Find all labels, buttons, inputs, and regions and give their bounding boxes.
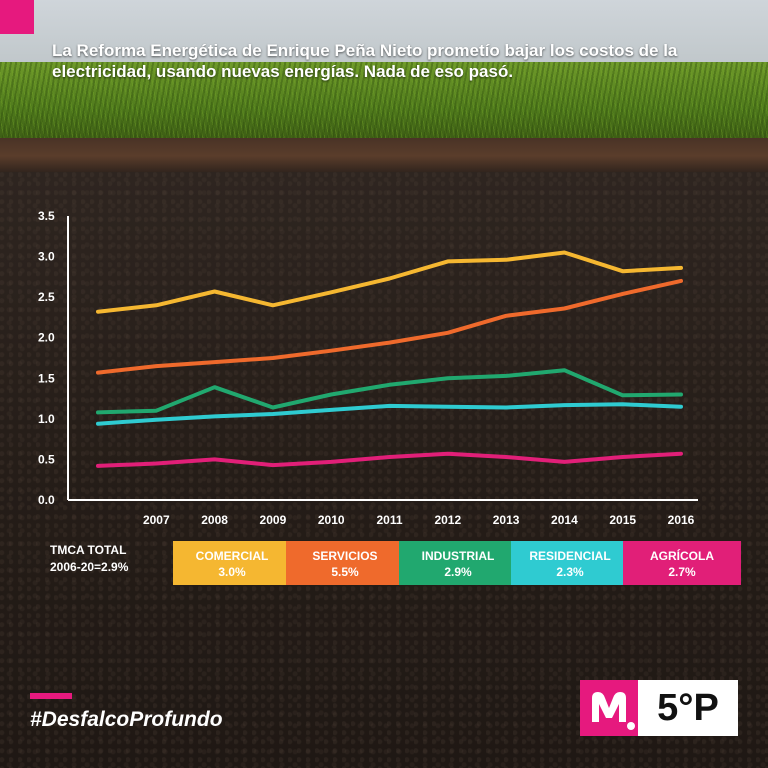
legend-item-comercial: COMERCIAL 3.0% xyxy=(173,541,291,585)
legend-item-agricola: AGRÍCOLA 2.7% xyxy=(623,541,741,585)
legend-item-name: COMERCIAL xyxy=(173,548,291,564)
legend-item-rate: 2.3% xyxy=(511,564,629,580)
legend-item-name: AGRÍCOLA xyxy=(623,548,741,564)
logo-5p: 5°P xyxy=(638,680,738,736)
legend-item-name: RESIDENCIAL xyxy=(511,548,629,564)
y-tick-label: 1.5 xyxy=(38,371,55,385)
infographic: La Reforma Energética de Enrique Peña Ni… xyxy=(0,0,768,768)
line-chart: 0.0 0.5 1.0 1.5 2.0 2.5 3.0 3.5 2007 2008 2009 201… xyxy=(0,0,768,768)
legend-item-rate: 5.5% xyxy=(286,564,404,580)
x-tick-label: 2015 xyxy=(609,513,636,527)
legend-item-servicios: SERVICIOS 5.5% xyxy=(286,541,404,585)
legend-item-rate: 2.7% xyxy=(623,564,741,580)
y-tick-label: 3.0 xyxy=(38,250,55,264)
m-pin-logo-icon xyxy=(580,680,638,736)
y-tick-label: 0.5 xyxy=(38,452,55,466)
x-tick-label: 2013 xyxy=(493,513,520,527)
legend-total-value: 2006-20=2.9% xyxy=(50,559,128,576)
x-tick-label: 2008 xyxy=(201,513,228,527)
legend-item-name: SERVICIOS xyxy=(286,548,404,564)
y-tick-label: 0.0 xyxy=(38,493,55,507)
y-tick-label: 2.5 xyxy=(38,290,55,304)
x-tick-label: 2012 xyxy=(434,513,461,527)
legend-item-name: INDUSTRIAL xyxy=(399,548,517,564)
legend-total: TMCA TOTAL 2006-20=2.9% xyxy=(50,542,128,576)
series-line-residencial xyxy=(98,404,681,423)
y-tick-label: 3.5 xyxy=(38,209,55,223)
x-axis-tick-labels: 2007 2008 2009 2010 2011 2012 2013 2014 2015 2016 xyxy=(143,513,695,527)
legend-item-rate: 3.0% xyxy=(173,564,291,580)
series-lines xyxy=(98,253,681,466)
series-line-servicios xyxy=(98,281,681,373)
y-tick-label: 2.0 xyxy=(38,331,55,345)
x-tick-label: 2016 xyxy=(668,513,695,527)
x-tick-label: 2011 xyxy=(376,513,402,527)
legend-item-industrial: INDUSTRIAL 2.9% xyxy=(399,541,517,585)
x-tick-label: 2007 xyxy=(143,513,170,527)
legend-item-residencial: RESIDENCIAL 2.3% xyxy=(511,541,629,585)
x-tick-label: 2009 xyxy=(260,513,287,527)
x-tick-label: 2010 xyxy=(318,513,345,527)
series-line-agricola xyxy=(98,454,681,466)
legend-total-label: TMCA TOTAL xyxy=(50,542,128,559)
hashtag-accent-bar xyxy=(30,693,72,699)
hashtag: #DesfalcoProfundo xyxy=(30,708,223,732)
legend-item-rate: 2.9% xyxy=(399,564,517,580)
y-tick-label: 1.0 xyxy=(38,412,55,426)
x-tick-label: 2014 xyxy=(551,513,578,527)
y-axis-tick-labels: 0.0 0.5 1.0 1.5 2.0 2.5 3.0 3.5 xyxy=(38,209,55,507)
